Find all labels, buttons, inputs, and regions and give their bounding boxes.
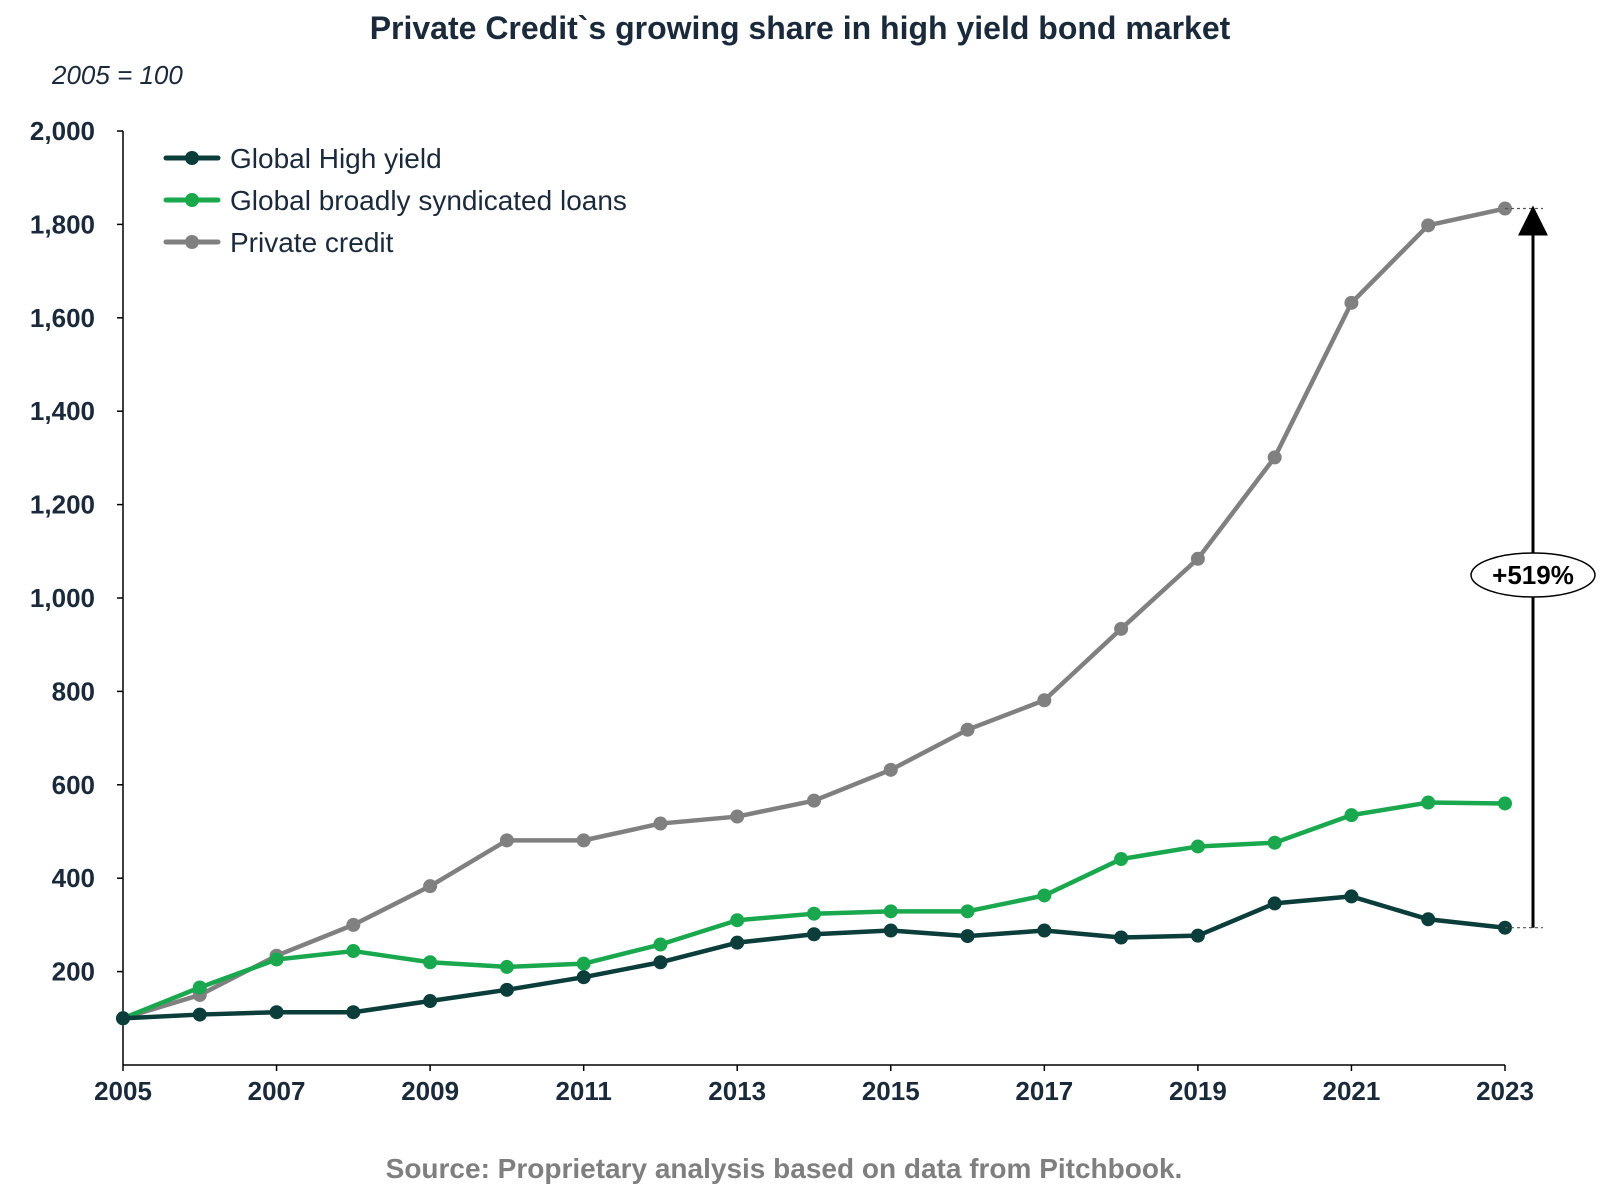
data-point-global-high-yield <box>730 935 745 950</box>
x-tick-label: 2009 <box>401 1076 459 1106</box>
data-point-private-credit <box>1114 621 1129 636</box>
series-line-private-credit <box>120 206 1508 1021</box>
data-point-global-broadly-syndicated-loans <box>807 906 821 921</box>
data-point-private-credit <box>653 816 668 831</box>
data-point-global-high-yield <box>192 1007 207 1022</box>
x-tick-label: 2019 <box>1169 1076 1227 1106</box>
series-global-high-yield <box>116 889 1512 1026</box>
data-point-global-high-yield <box>653 955 668 970</box>
data-point-global-high-yield <box>960 929 975 944</box>
data-point-global-broadly-syndicated-loans <box>653 937 668 952</box>
data-point-global-broadly-syndicated-loans <box>1037 888 1052 903</box>
data-point-private-credit <box>423 879 438 894</box>
data-point-global-broadly-syndicated-loans <box>576 956 591 971</box>
data-point-global-broadly-syndicated-loans <box>423 955 438 970</box>
annotation-label: +519% <box>1492 560 1574 590</box>
legend-swatch-marker <box>185 151 199 165</box>
data-point-global-broadly-syndicated-loans <box>1344 808 1359 823</box>
data-point-global-broadly-syndicated-loans <box>730 913 745 928</box>
legend-item-global-high-yield: Global High yield <box>163 143 442 174</box>
x-tick-label: 2023 <box>1476 1076 1534 1106</box>
chart-subtitle: 2005 = 100 <box>52 60 183 90</box>
y-tick-label: 800 <box>52 676 95 706</box>
data-point-private-credit <box>1421 218 1436 233</box>
y-tick-label: 1,000 <box>30 583 95 613</box>
data-point-global-broadly-syndicated-loans <box>1267 835 1282 850</box>
chart-source: Source: Proprietary analysis based on da… <box>385 1153 1183 1184</box>
data-point-global-high-yield <box>269 1005 284 1020</box>
growth-annotation: +519% <box>1470 205 1596 929</box>
data-point-private-credit <box>1267 450 1282 465</box>
legend-label: Global High yield <box>230 143 442 174</box>
data-point-global-broadly-syndicated-loans <box>1421 795 1436 810</box>
x-tick-label: 2017 <box>1015 1076 1073 1106</box>
legend-swatch-marker <box>185 193 199 207</box>
data-point-global-high-yield <box>1114 930 1129 945</box>
data-point-global-broadly-syndicated-loans <box>1114 852 1129 867</box>
x-tick-label: 2013 <box>708 1076 766 1106</box>
y-tick-label: 1,800 <box>30 209 95 239</box>
data-point-private-credit <box>346 917 361 932</box>
legend-swatch-marker <box>185 235 199 249</box>
axes: 200 400 600 800 1,000 1,200 1,400 1,600 1,800 2,0… <box>30 116 1534 1106</box>
y-tick-label: 1,400 <box>30 396 95 426</box>
x-tick-label: 2021 <box>1323 1076 1381 1106</box>
data-point-global-high-yield <box>807 927 821 942</box>
y-tick-label: 1,200 <box>30 490 95 520</box>
data-point-private-credit <box>883 762 898 777</box>
y-tick-label: 400 <box>52 863 95 893</box>
x-tick-label: 2007 <box>248 1076 306 1106</box>
y-tick-label: 1,600 <box>30 303 95 333</box>
y-tick-label: 200 <box>52 957 95 987</box>
legend-label: Private credit <box>230 227 394 258</box>
series-global-broadly-syndicated-loans <box>116 795 1512 1026</box>
data-point-global-high-yield <box>1190 928 1205 943</box>
data-point-private-credit <box>730 809 745 824</box>
data-point-private-credit <box>499 833 514 848</box>
series-private-credit <box>116 201 1512 1026</box>
data-point-global-broadly-syndicated-loans <box>346 944 361 959</box>
data-point-private-credit <box>1190 551 1205 566</box>
data-point-private-credit <box>1344 295 1359 310</box>
data-point-global-high-yield <box>883 923 898 938</box>
data-point-private-credit <box>1037 693 1052 708</box>
data-point-global-high-yield <box>1421 912 1436 927</box>
legend: Global High yield Global broadly syndicat… <box>163 143 627 258</box>
y-tick-label: 2,000 <box>30 116 95 146</box>
annotation-bubble <box>1470 552 1596 598</box>
data-point-global-high-yield <box>499 982 514 997</box>
data-point-global-broadly-syndicated-loans <box>192 980 207 995</box>
data-point-global-high-yield <box>576 970 591 985</box>
data-point-global-broadly-syndicated-loans <box>883 904 898 919</box>
chart-title: Private Credit`s growing share in high y… <box>369 10 1231 46</box>
data-point-global-broadly-syndicated-loans <box>499 959 514 974</box>
data-point-global-high-yield <box>346 1005 361 1020</box>
data-point-global-high-yield <box>423 994 438 1009</box>
data-point-global-broadly-syndicated-loans <box>1498 796 1512 811</box>
x-tick-label: 2011 <box>555 1076 611 1106</box>
data-point-global-broadly-syndicated-loans <box>269 952 284 967</box>
data-point-private-credit <box>807 793 821 808</box>
data-point-global-broadly-syndicated-loans <box>1190 839 1205 854</box>
legend-item-global-broadly-syndicated-loans: Global broadly syndicated loans <box>163 185 627 216</box>
data-point-global-high-yield <box>1344 889 1359 904</box>
x-tick-label: 2005 <box>94 1076 152 1106</box>
data-point-global-high-yield <box>1037 923 1052 938</box>
legend-item-private-credit: Private credit <box>163 227 394 258</box>
series-layer <box>116 201 1512 1026</box>
data-point-private-credit <box>960 722 975 737</box>
y-tick-label: 600 <box>52 770 95 800</box>
data-point-global-broadly-syndicated-loans <box>960 904 975 919</box>
legend-label: Global broadly syndicated loans <box>230 185 627 216</box>
x-tick-label: 2015 <box>862 1076 920 1106</box>
data-point-private-credit <box>576 833 591 848</box>
data-point-global-high-yield <box>1267 896 1282 911</box>
data-point-global-high-yield <box>116 1011 130 1026</box>
